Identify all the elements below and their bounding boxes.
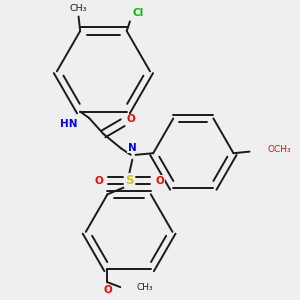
Text: S: S <box>125 174 134 187</box>
Text: O: O <box>155 176 164 185</box>
Text: O: O <box>103 285 112 295</box>
Text: CH₃: CH₃ <box>136 283 153 292</box>
Text: CH₃: CH₃ <box>70 4 87 13</box>
Text: N: N <box>128 143 137 153</box>
Text: O: O <box>126 115 135 124</box>
Text: HN: HN <box>60 119 78 129</box>
Text: O: O <box>94 176 103 185</box>
Text: Cl: Cl <box>132 8 144 18</box>
Text: OCH₃: OCH₃ <box>267 146 291 154</box>
